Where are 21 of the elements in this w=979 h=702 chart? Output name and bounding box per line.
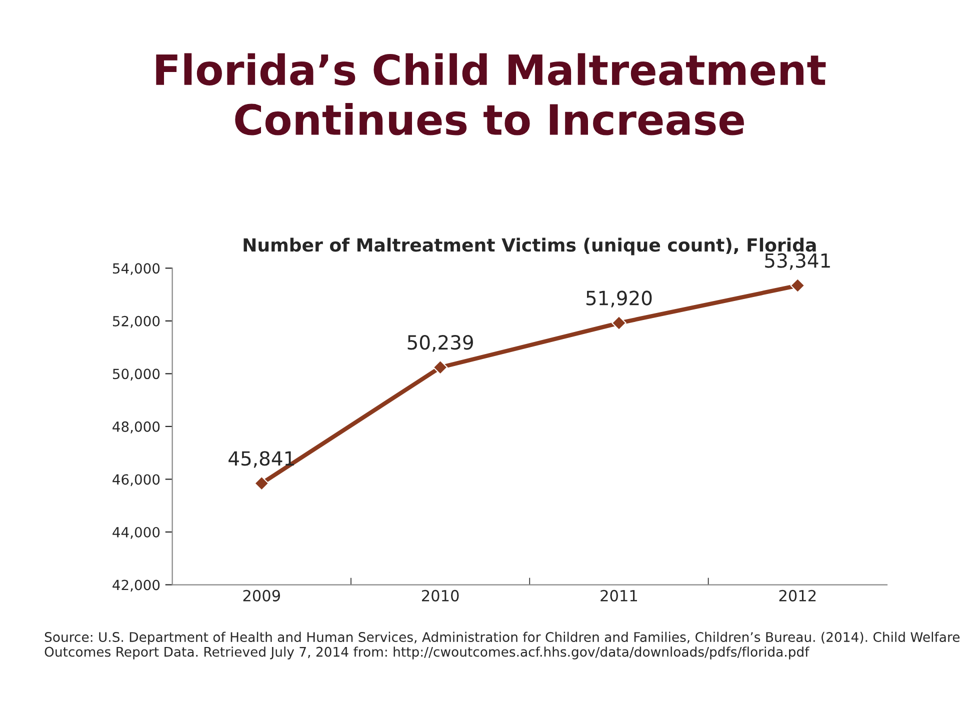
- x-tick-label: 2011: [600, 590, 637, 602]
- x-tick-label: 2012: [779, 590, 816, 602]
- chart-title: Florida’s Child Maltreatment Continues to Increase: [156, 53, 826, 136]
- y-tick-label: 46,000: [112, 474, 160, 486]
- point: [432, 360, 448, 375]
- data-label: 53,341: [765, 253, 830, 270]
- y-tick-label: 48,000: [112, 421, 160, 434]
- y-tick-label: 44,000: [112, 526, 160, 539]
- y-tick-label: 52,000: [112, 316, 160, 328]
- source-note: Source: U.S. Department of Health and Human Services, Administration for Children and Families, Children’s Bureau. (2014). Child Welfare Outcomes Report Data. Retrieved July 7, 2014 from: http://cwoutcomes.acf.hhs.gov/data/downloads/pdfs/florida.pdf: [44, 632, 960, 660]
- y-tick-label: 50,000: [112, 368, 160, 381]
- x-tick-label: 2009: [243, 590, 280, 602]
- x-tick-label: 2010: [422, 590, 459, 602]
- data-label: 50,239: [408, 335, 473, 352]
- data-label: 45,841: [228, 451, 294, 468]
- point: [790, 278, 806, 293]
- point: [254, 476, 270, 491]
- data-label: 51,920: [586, 290, 652, 308]
- y-tick-label: 54,000: [112, 263, 160, 276]
- y-tick-label: 42,000: [112, 580, 160, 592]
- point: [612, 316, 626, 330]
